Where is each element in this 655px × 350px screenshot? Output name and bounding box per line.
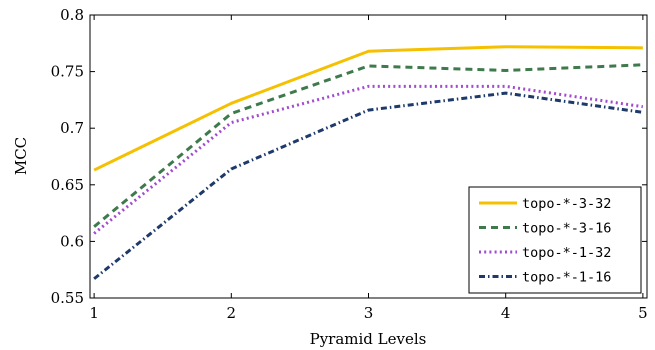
y-tick-label: 0.75 <box>51 63 84 81</box>
legend-label-2: topo-*-3-16 <box>522 221 611 237</box>
series-layer <box>93 45 644 280</box>
legend-box <box>468 186 642 294</box>
series-line-3 <box>93 84 644 235</box>
series-line-4 <box>93 91 644 280</box>
x-tick-label: 3 <box>364 304 374 322</box>
series-line-2 <box>93 63 643 228</box>
y-tick-label: 0.7 <box>60 119 84 137</box>
legend-label-1: topo-*-3-32 <box>522 196 611 212</box>
y-tick-label: 0.65 <box>51 176 84 194</box>
series-line-1 <box>93 45 643 172</box>
x-tick-label: 2 <box>227 304 237 322</box>
ticks-layer: 1 2 3 4 5 0.55 0.6 0.65 0.7 0.75 0.8 <box>51 6 648 322</box>
x-tick-label: 1 <box>89 304 99 322</box>
y-tick-label: 0.6 <box>60 232 84 250</box>
x-axis-title: Pyramid Levels <box>310 330 427 348</box>
y-tick-label: 0.8 <box>60 6 84 24</box>
y-tick-label: 0.55 <box>51 289 84 307</box>
x-tick-label: 4 <box>501 304 511 322</box>
x-tick-label: 5 <box>638 304 648 322</box>
legend-label-4: topo-*-1-16 <box>522 270 611 286</box>
legend-label-3: topo-*-1-32 <box>522 245 611 261</box>
y-axis-title: MCC <box>12 137 30 175</box>
legend: topo-*-3-32 topo-*-3-16 topo-*-1-32 topo-*-… <box>468 186 642 294</box>
